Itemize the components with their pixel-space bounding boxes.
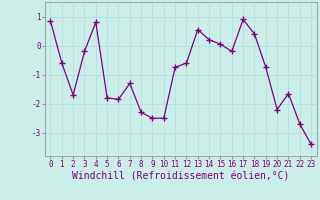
X-axis label: Windchill (Refroidissement éolien,°C): Windchill (Refroidissement éolien,°C) (72, 172, 290, 182)
